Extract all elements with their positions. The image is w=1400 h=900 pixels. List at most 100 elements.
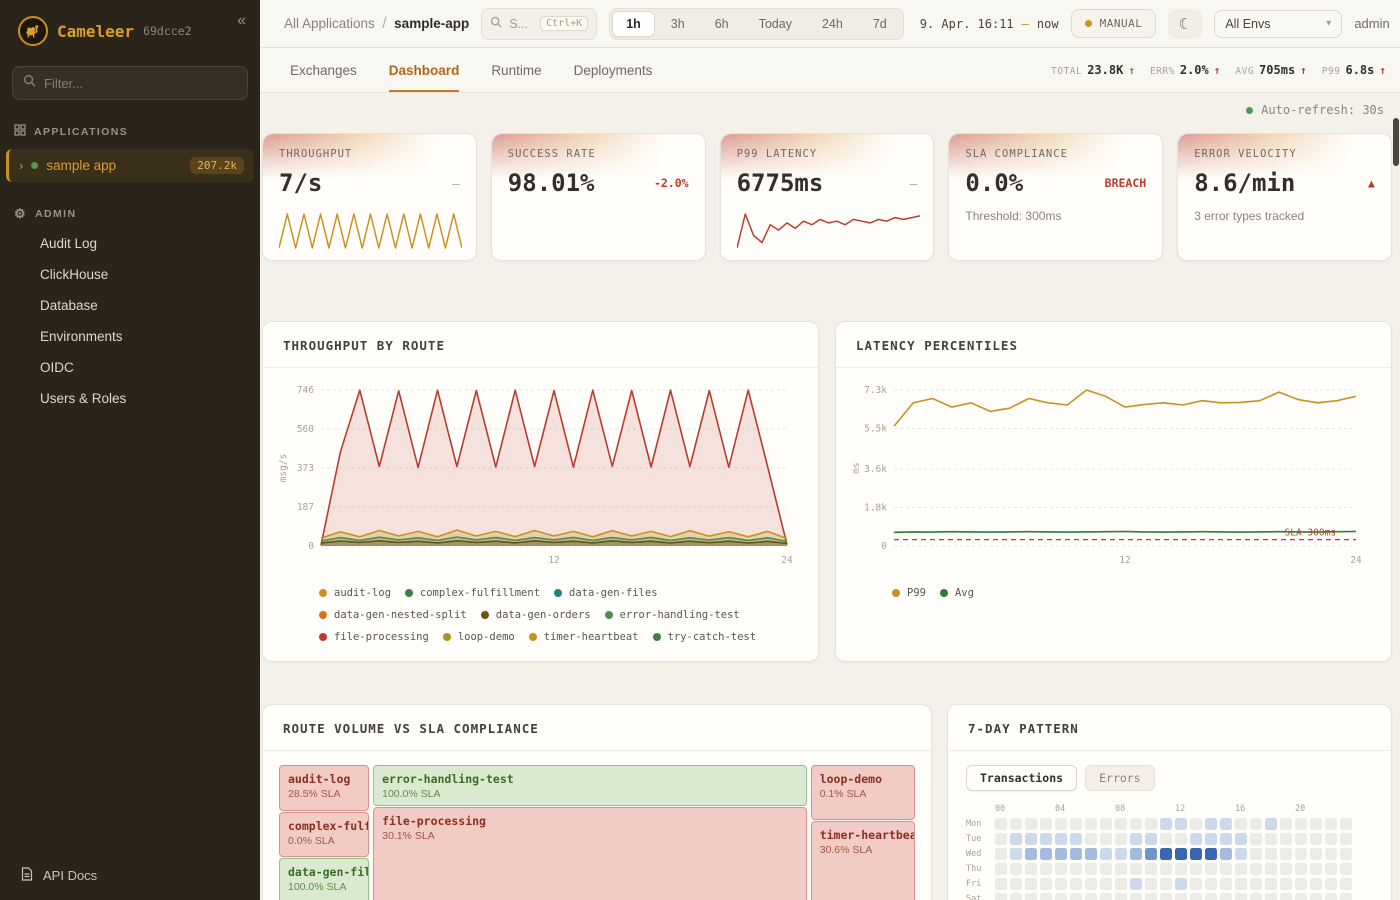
heatmap-cell[interactable] — [1115, 848, 1127, 860]
breadcrumb-root[interactable]: All Applications — [284, 15, 375, 31]
heatmap-cell[interactable] — [995, 893, 1007, 900]
heatmap-cell[interactable] — [1340, 863, 1352, 875]
heatmap-cell[interactable] — [1250, 833, 1262, 845]
heatmap-cell[interactable] — [1220, 893, 1232, 900]
sidebar-item-database[interactable]: Database — [40, 298, 98, 313]
treemap-tile-audit-log[interactable]: audit-log 28.5% SLA — [279, 765, 370, 811]
heatmap-cell[interactable] — [1235, 833, 1247, 845]
heatmap-cell[interactable] — [1055, 893, 1067, 900]
heatmap-cell[interactable] — [1265, 848, 1277, 860]
heatmap-cell[interactable] — [1070, 893, 1082, 900]
heatmap-cell[interactable] — [1160, 818, 1172, 830]
heatmap-cell[interactable] — [1070, 833, 1082, 845]
heatmap-cell[interactable] — [995, 848, 1007, 860]
heatmap-cell[interactable] — [1055, 848, 1067, 860]
heatmap-cell[interactable] — [1100, 818, 1112, 830]
api-docs-link[interactable]: API Docs — [0, 851, 260, 900]
heatmap-cell[interactable] — [1280, 893, 1292, 900]
heatmap-cell[interactable] — [1115, 818, 1127, 830]
heatmap-cell[interactable] — [1145, 848, 1157, 860]
sidebar-item-environments[interactable]: Environments — [40, 329, 123, 344]
heatmap-cell[interactable] — [1310, 893, 1322, 900]
date-range[interactable]: 9. Apr. 16:11 — now — [920, 17, 1059, 31]
filter-input[interactable] — [44, 75, 237, 91]
heatmap-cell[interactable] — [1340, 878, 1352, 890]
heatmap-cell[interactable] — [1265, 833, 1277, 845]
heatmap-cell[interactable] — [1160, 833, 1172, 845]
legend-item-try-catch-test[interactable]: try-catch-test — [652, 631, 756, 643]
heatmap-cell[interactable] — [1280, 878, 1292, 890]
time-range-today[interactable]: Today — [745, 11, 806, 37]
heatmap-cell[interactable] — [1145, 893, 1157, 900]
heatmap-cell[interactable] — [1085, 893, 1097, 900]
heatmap-cell[interactable] — [1055, 878, 1067, 890]
heatmap-cell[interactable] — [1070, 818, 1082, 830]
legend-item-data-gen-orders[interactable]: data-gen-orders — [480, 609, 591, 621]
heatmap-cell[interactable] — [1010, 848, 1022, 860]
heatmap-cell[interactable] — [1220, 863, 1232, 875]
heatmap-cell[interactable] — [1235, 878, 1247, 890]
heatmap-cell[interactable] — [1010, 878, 1022, 890]
heatmap-toggle-transactions[interactable]: Transactions — [966, 765, 1078, 791]
heatmap-cell[interactable] — [1145, 863, 1157, 875]
legend-item-file-processing[interactable]: file-processing — [319, 631, 429, 643]
heatmap-cell[interactable] — [1280, 818, 1292, 830]
heatmap-cell[interactable] — [1175, 893, 1187, 900]
heatmap-cell[interactable] — [1265, 893, 1277, 900]
heatmap-cell[interactable] — [1115, 863, 1127, 875]
sidebar-item-oidc[interactable]: OIDC — [40, 360, 74, 375]
heatmap-cell[interactable] — [1145, 833, 1157, 845]
sidebar-collapse-button[interactable]: « — [237, 12, 246, 29]
legend-item-audit-log[interactable]: audit-log — [319, 587, 391, 599]
heatmap-cell[interactable] — [1295, 818, 1307, 830]
heatmap-cell[interactable] — [1280, 863, 1292, 875]
tab-dashboard[interactable]: Dashboard — [388, 48, 460, 92]
heatmap-cell[interactable] — [1265, 818, 1277, 830]
heatmap-cell[interactable] — [1235, 848, 1247, 860]
heatmap-cell[interactable] — [1040, 863, 1052, 875]
time-range-24h[interactable]: 24h — [808, 11, 857, 37]
heatmap-cell[interactable] — [1130, 833, 1142, 845]
heatmap-cell[interactable] — [995, 878, 1007, 890]
sidebar-filter[interactable] — [12, 66, 248, 100]
time-range-6h[interactable]: 6h — [701, 11, 743, 37]
dark-mode-toggle[interactable]: ☾ — [1168, 8, 1203, 39]
heatmap-cell[interactable] — [1085, 818, 1097, 830]
global-search[interactable]: S... Ctrl+K — [481, 7, 598, 40]
legend-item-data-gen-nested-split[interactable]: data-gen-nested-split — [319, 609, 467, 621]
heatmap-cell[interactable] — [1325, 863, 1337, 875]
heatmap-cell[interactable] — [1025, 878, 1037, 890]
heatmap-cell[interactable] — [1190, 893, 1202, 900]
heatmap-cell[interactable] — [1310, 878, 1322, 890]
heatmap-cell[interactable] — [1175, 848, 1187, 860]
heatmap-cell[interactable] — [1220, 878, 1232, 890]
user-name[interactable]: admin — [1354, 16, 1390, 31]
legend-item-p99[interactable]: P99 — [892, 587, 926, 599]
heatmap-cell[interactable] — [1160, 878, 1172, 890]
heatmap-cell[interactable] — [1235, 863, 1247, 875]
chevron-right-icon[interactable]: › — [19, 158, 24, 173]
tab-exchanges[interactable]: Exchanges — [290, 62, 357, 78]
sidebar-item-users-roles[interactable]: Users & Roles — [40, 391, 127, 406]
heatmap-cell[interactable] — [1040, 893, 1052, 900]
heatmap-cell[interactable] — [1145, 818, 1157, 830]
heatmap-cell[interactable] — [1250, 818, 1262, 830]
legend-item-complex-fulfillment[interactable]: complex-fulfillment — [404, 587, 540, 599]
treemap-tile-loop-demo[interactable]: loop-demo 0.1% SLA — [810, 765, 915, 820]
heatmap-cell[interactable] — [1010, 833, 1022, 845]
time-range-1h[interactable]: 1h — [612, 10, 655, 37]
legend-item-error-handling-test[interactable]: error-handling-test — [604, 609, 740, 621]
legend-item-loop-demo[interactable]: loop-demo — [442, 631, 515, 643]
sidebar-item-audit-log[interactable]: Audit Log — [40, 236, 98, 251]
heatmap-cell[interactable] — [1175, 863, 1187, 875]
heatmap-cell[interactable] — [1160, 863, 1172, 875]
heatmap-cell[interactable] — [1130, 818, 1142, 830]
treemap-tile-file-processing[interactable]: file-processing 30.1% SLA — [373, 807, 807, 900]
heatmap-cell[interactable] — [1085, 863, 1097, 875]
heatmap-cell[interactable] — [1100, 863, 1112, 875]
heatmap-cell[interactable] — [1115, 833, 1127, 845]
treemap-tile-error-handling-test[interactable]: error-handling-test 100.0% SLA — [373, 765, 807, 806]
heatmap-cell[interactable] — [1250, 893, 1262, 900]
heatmap-cell[interactable] — [1100, 848, 1112, 860]
heatmap-cell[interactable] — [1205, 818, 1217, 830]
